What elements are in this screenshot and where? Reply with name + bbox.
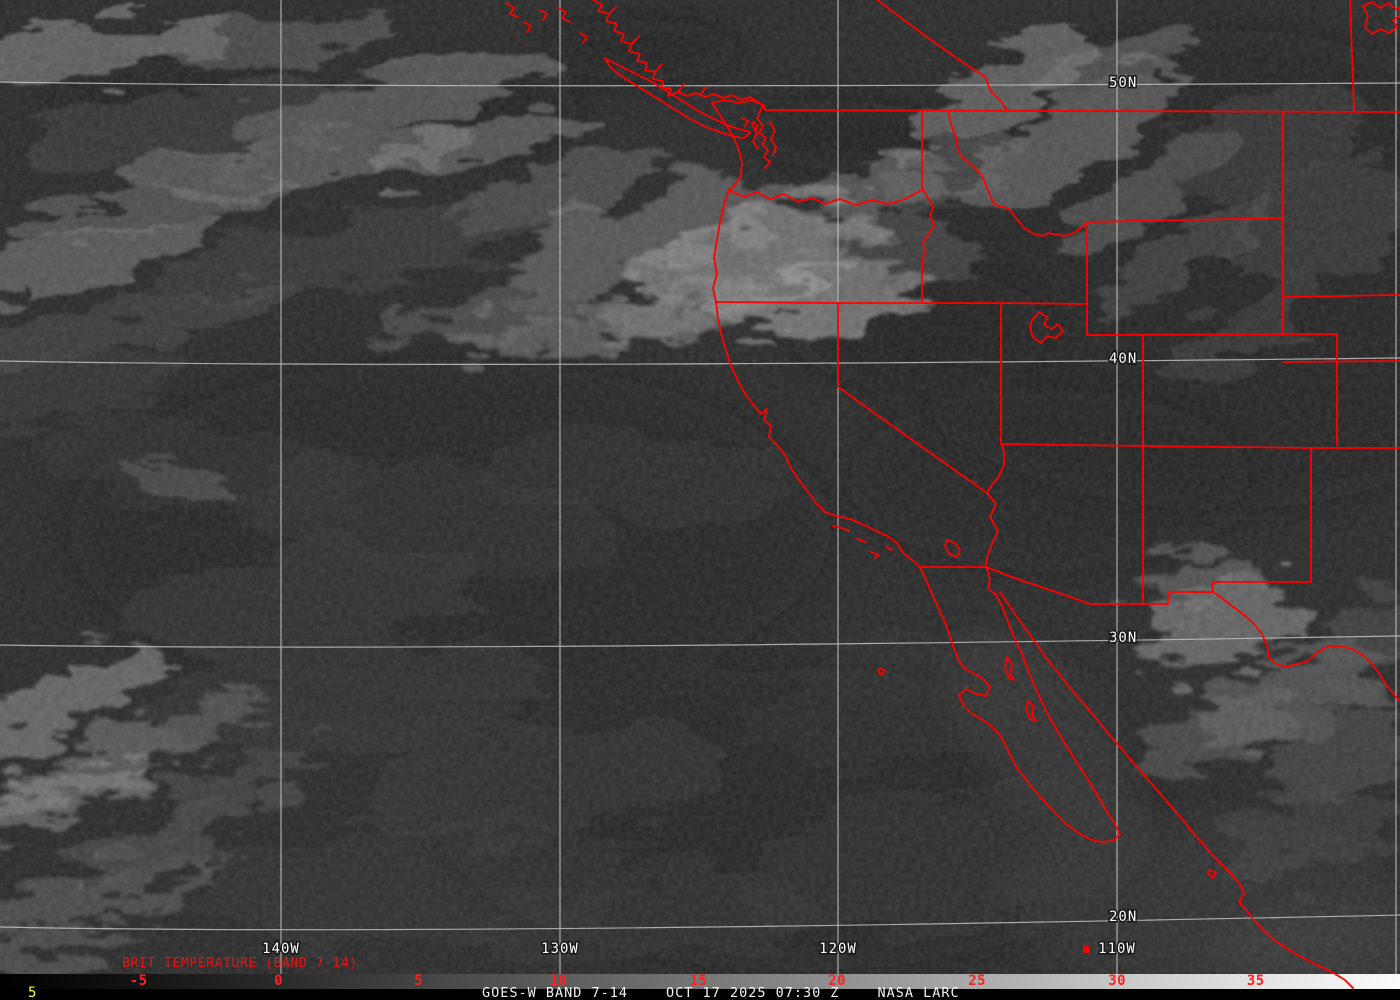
source-attribution: NASA LARC [877, 985, 960, 1000]
lat-label-50n: 50N [1109, 75, 1137, 91]
lon-label-120w: 120W [819, 941, 857, 957]
colorbar-tick: 35 [1246, 973, 1265, 989]
lat-label-40n: 40N [1109, 351, 1137, 367]
product-name: GOES-W BAND 7-14 [482, 985, 629, 1000]
lat-label-20n: 20N [1109, 909, 1137, 925]
colorbar-tick: 15 [689, 973, 708, 989]
latitude-gridline-40n [0, 357, 1400, 365]
frame-number: 5 [28, 985, 37, 1000]
timestamp: OCT 17 2025 07:30 Z [666, 985, 840, 1000]
sensor-grain-dark [0, 0, 1400, 974]
colorbar-tick: -5 [129, 973, 148, 989]
lat-label-30n: 30N [1109, 630, 1137, 646]
satellite-image: 50N 40N 30N 20N 140W 130W 120W 110W [0, 0, 1400, 974]
colorbar-tick: 5 [414, 973, 424, 989]
lon-label-110w: 110W [1098, 941, 1136, 957]
colorbar-tick: 30 [1108, 973, 1127, 989]
colorbar-tick: 25 [968, 973, 987, 989]
lon-label-140w: 140W [262, 941, 300, 957]
colorbar-tick: 10 [549, 973, 568, 989]
status-bar: 5 GOES-W BAND 7-14 OCT 17 2025 07:30 Z N… [0, 985, 1400, 1000]
product-info: GOES-W BAND 7-14 OCT 17 2025 07:30 Z NAS… [482, 986, 960, 1000]
colorbar-tick: 0 [274, 973, 284, 989]
colorbar-tick: 20 [828, 973, 847, 989]
colorbar-title: BRIT TEMPERATURE (BAND 7-14) [122, 956, 358, 971]
lon-label-130w: 130W [541, 941, 579, 957]
